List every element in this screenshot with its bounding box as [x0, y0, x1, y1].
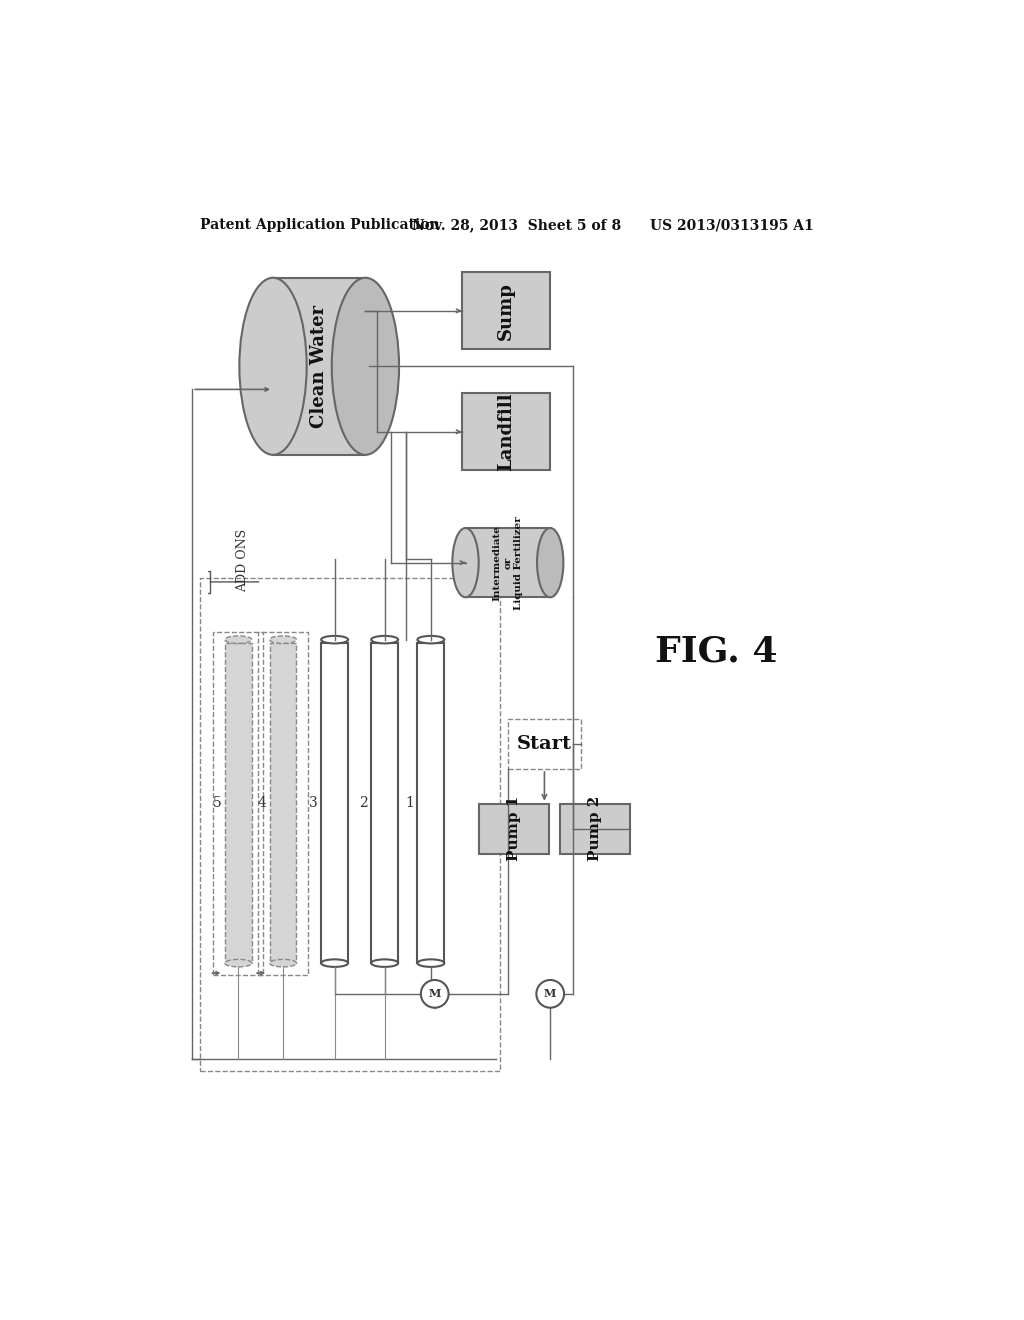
Bar [213, 632, 263, 974]
Text: Pump 2: Pump 2 [588, 796, 602, 862]
Bar [258, 632, 308, 974]
Bar [508, 719, 581, 770]
Bar [269, 643, 297, 964]
Bar [273, 277, 366, 455]
Ellipse shape [322, 636, 348, 643]
Ellipse shape [332, 277, 399, 455]
Text: M: M [544, 989, 556, 999]
Text: Clean Water: Clean Water [310, 305, 329, 428]
Bar [225, 643, 252, 964]
Text: Intermediate
or
Liquid Fertilizer: Intermediate or Liquid Fertilizer [493, 516, 523, 610]
Ellipse shape [269, 960, 297, 968]
Ellipse shape [269, 636, 297, 643]
Ellipse shape [322, 960, 348, 968]
Text: M: M [428, 989, 441, 999]
Bar [462, 272, 550, 350]
Text: Patent Application Publication: Patent Application Publication [200, 218, 439, 232]
Text: US 2013/0313195 A1: US 2013/0313195 A1 [650, 218, 814, 232]
Text: 3: 3 [309, 796, 318, 810]
Text: Landfill: Landfill [497, 392, 515, 471]
Bar [479, 804, 549, 854]
Bar [371, 643, 398, 964]
Ellipse shape [371, 960, 398, 968]
Bar [200, 578, 500, 1071]
Ellipse shape [537, 528, 563, 598]
Text: 2: 2 [359, 796, 368, 810]
Text: 4: 4 [258, 796, 266, 810]
Bar [466, 528, 550, 598]
Bar [560, 804, 630, 854]
Ellipse shape [225, 636, 252, 643]
Ellipse shape [225, 960, 252, 968]
Bar [322, 643, 348, 964]
Text: Pump 1: Pump 1 [507, 796, 521, 862]
Text: Nov. 28, 2013  Sheet 5 of 8: Nov. 28, 2013 Sheet 5 of 8 [412, 218, 621, 232]
Bar [418, 643, 444, 964]
Text: ADD ONS: ADD ONS [236, 529, 249, 591]
Ellipse shape [371, 636, 398, 643]
Ellipse shape [418, 960, 444, 968]
Text: FIG. 4: FIG. 4 [654, 634, 777, 668]
Text: Start: Start [517, 735, 572, 752]
Circle shape [421, 979, 449, 1007]
Ellipse shape [240, 277, 306, 455]
Bar [462, 393, 550, 470]
Ellipse shape [418, 636, 444, 643]
Circle shape [537, 979, 564, 1007]
Text: Sump: Sump [497, 282, 515, 339]
Text: 5: 5 [213, 796, 222, 810]
Ellipse shape [453, 528, 478, 598]
Text: 1: 1 [406, 796, 415, 810]
